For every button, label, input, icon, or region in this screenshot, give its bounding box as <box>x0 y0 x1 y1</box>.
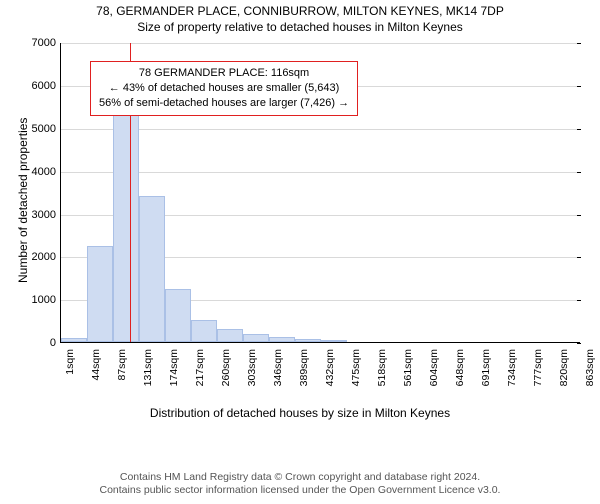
y-tick-mark <box>577 343 581 344</box>
histogram-bar <box>61 338 86 342</box>
x-tick-label: 174sqm <box>168 349 180 393</box>
info-line-3: 56% of semi-detached houses are larger (… <box>99 96 349 111</box>
y-tick-label: 2000 <box>0 251 56 263</box>
y-tick-label: 5000 <box>0 123 56 135</box>
chart-area: Number of detached properties 78 GERMAND… <box>0 39 600 439</box>
gridline <box>61 129 580 130</box>
x-tick-label: 44sqm <box>90 349 102 393</box>
gridline <box>61 43 580 44</box>
histogram-bar <box>321 340 346 342</box>
x-tick-label: 389sqm <box>298 349 310 393</box>
y-tick-label: 3000 <box>0 209 56 221</box>
x-axis-label: Distribution of detached houses by size … <box>0 406 600 420</box>
y-tick-label: 4000 <box>0 166 56 178</box>
histogram-bar <box>165 289 190 343</box>
x-tick-label: 820sqm <box>558 349 570 393</box>
histogram-bar <box>191 320 216 342</box>
y-tick-mark <box>577 43 581 44</box>
x-tick-label: 217sqm <box>194 349 206 393</box>
y-tick-label: 1000 <box>0 294 56 306</box>
histogram-bar <box>139 196 164 342</box>
x-tick-label: 475sqm <box>350 349 362 393</box>
x-tick-label: 604sqm <box>428 349 440 393</box>
footer-line-1: Contains HM Land Registry data © Crown c… <box>0 471 600 485</box>
footer: Contains HM Land Registry data © Crown c… <box>0 471 600 498</box>
y-tick-label: 0 <box>0 337 56 349</box>
y-tick-mark <box>577 215 581 216</box>
y-tick-label: 6000 <box>0 80 56 92</box>
y-tick-mark <box>577 129 581 130</box>
x-tick-label: 303sqm <box>246 349 258 393</box>
info-line-1: 78 GERMANDER PLACE: 116sqm <box>99 66 349 81</box>
histogram-bar <box>217 329 242 342</box>
gridline <box>61 172 580 173</box>
chart-title: 78, GERMANDER PLACE, CONNIBURROW, MILTON… <box>0 4 600 20</box>
y-tick-mark <box>577 300 581 301</box>
info-box: 78 GERMANDER PLACE: 116sqm ← 43% of deta… <box>90 61 358 116</box>
x-tick-label: 648sqm <box>454 349 466 393</box>
histogram-bar <box>87 246 112 342</box>
x-tick-label: 87sqm <box>116 349 128 393</box>
x-tick-label: 777sqm <box>532 349 544 393</box>
histogram-bar <box>243 334 268 342</box>
x-tick-label: 518sqm <box>376 349 388 393</box>
histogram-bar <box>295 339 320 342</box>
x-tick-label: 691sqm <box>480 349 492 393</box>
histogram-bar <box>113 111 138 342</box>
footer-line-2: Contains public sector information licen… <box>0 484 600 498</box>
x-tick-label: 432sqm <box>324 349 336 393</box>
x-tick-label: 131sqm <box>142 349 154 393</box>
x-tick-label: 734sqm <box>506 349 518 393</box>
histogram-bar <box>269 337 294 342</box>
info-line-2: ← 43% of detached houses are smaller (5,… <box>99 81 349 96</box>
x-tick-label: 260sqm <box>220 349 232 393</box>
x-tick-label: 561sqm <box>402 349 414 393</box>
chart-subtitle: Size of property relative to detached ho… <box>0 20 600 36</box>
y-tick-mark <box>577 257 581 258</box>
x-tick-label: 346sqm <box>272 349 284 393</box>
x-tick-label: 863sqm <box>584 349 596 393</box>
y-tick-label: 7000 <box>0 37 56 49</box>
y-tick-mark <box>577 172 581 173</box>
y-tick-mark <box>577 86 581 87</box>
x-tick-label: 1sqm <box>64 349 76 393</box>
